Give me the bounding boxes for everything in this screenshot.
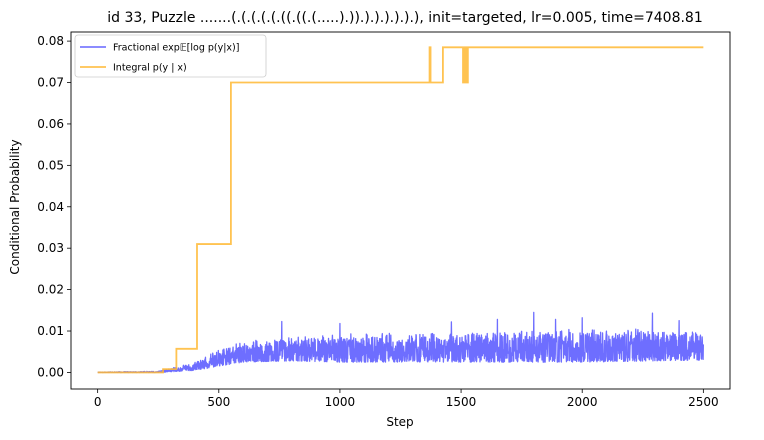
x-tick-label: 2500 [688,395,719,409]
x-tick-label: 1000 [325,395,356,409]
x-axis: 0 500 1000 1500 2000 2500 [94,389,719,409]
integral-line [97,46,704,374]
x-axis-label: Step [386,415,413,429]
y-tick-label: 0.00 [37,365,64,379]
x-tick-label: 2000 [567,395,598,409]
axes-frame [70,31,731,390]
y-tick-label: 0.03 [37,241,64,255]
series-fractional [97,311,704,374]
y-tick-label: 0.02 [37,283,64,297]
legend-box [74,34,267,78]
legend-label-fractional: Fractional exp𝔼[log p(y|x)] [113,43,239,54]
chart-title: id 33, Puzzle .......(.(.(.(.(.((.((.(..… [107,10,703,26]
y-tick-label: 0.04 [37,200,64,214]
x-tick-label: 500 [207,395,230,409]
x-tick-label: 0 [94,395,102,409]
fractional-line [97,311,704,374]
legend-label-integral: Integral p(y | x) [113,63,187,74]
y-tick-label: 0.01 [37,324,64,338]
legend: Fractional exp𝔼[log p(y|x)] Integral p(y… [74,34,267,78]
y-axis: 0.00 0.01 0.02 0.03 0.04 0.05 0.06 0.07 0.08 [37,34,71,379]
x-tick-label: 1500 [446,395,477,409]
y-tick-label: 0.08 [37,34,64,48]
y-axis-label: Conditional Probability [8,139,22,274]
y-tick-label: 0.07 [37,76,64,90]
series-integral [97,46,704,374]
y-tick-label: 0.05 [37,158,64,172]
y-tick-label: 0.06 [37,117,64,131]
plot-area [97,46,704,374]
